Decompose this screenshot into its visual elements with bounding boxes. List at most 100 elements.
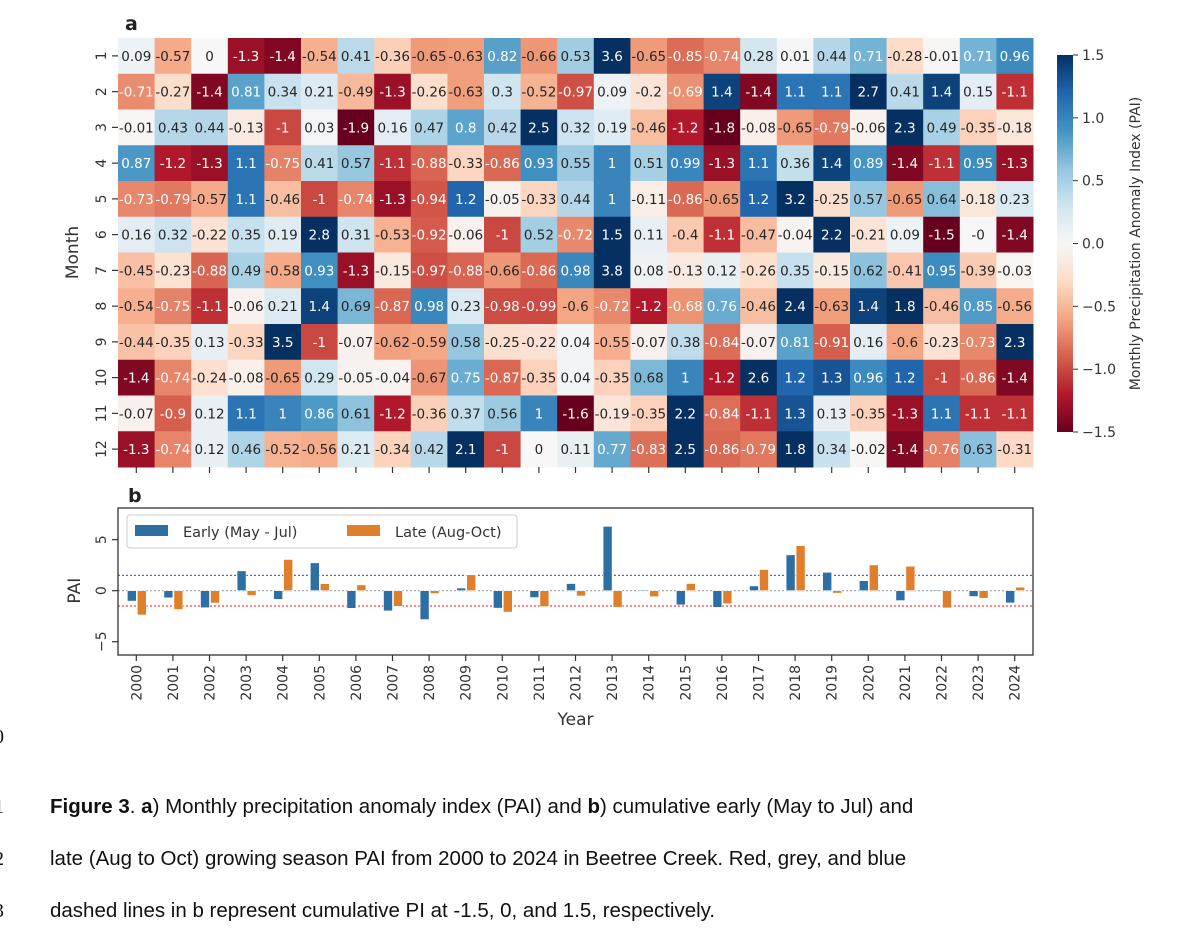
heatmap-cell	[374, 145, 412, 182]
heatmap-cell-label: 1.4	[858, 299, 879, 315]
heatmap-cell	[630, 145, 668, 182]
late-bar	[246, 590, 257, 596]
heatmap-cell	[630, 181, 668, 218]
early-bar	[1005, 590, 1016, 604]
heatmap-cell-label: -0.26	[741, 263, 776, 279]
heatmap-cell-label: -1.2	[636, 299, 662, 315]
early-bar	[968, 590, 979, 597]
heatmap-cell	[703, 38, 741, 75]
heatmap-cell-label: 0.77	[597, 442, 627, 458]
heatmap-cell-label: -1.1	[965, 406, 991, 422]
heatmap-cell	[557, 109, 595, 146]
heatmap-cell	[520, 395, 558, 432]
heatmap-cell	[959, 145, 997, 182]
heatmap-cell-label: 0.16	[377, 120, 407, 136]
heatmap-cell	[850, 181, 888, 218]
heatmap-cell	[484, 73, 522, 110]
heatmap-cell-label: 0.21	[268, 299, 298, 315]
heatmap-cell-label: -0.71	[119, 85, 154, 101]
heatmap-cell	[740, 395, 778, 432]
heatmap-cell-label: 0.03	[304, 120, 334, 136]
heatmap-cell	[520, 145, 558, 182]
heatmap-cell	[520, 38, 558, 75]
heatmap-cell	[850, 109, 888, 146]
colorbar-tick-label: −1.5	[1082, 425, 1116, 441]
heatmap-cell-label: 0.44	[817, 49, 847, 65]
heatmap-cell	[996, 324, 1034, 361]
heatmap-cell	[484, 181, 522, 218]
heatmap-cell-label: -0.54	[119, 299, 154, 315]
heatmap-cell-label: 2.5	[675, 442, 696, 458]
heatmap-cell	[959, 395, 997, 432]
heatmap-cell-label: -0.79	[741, 442, 776, 458]
heatmap-cell	[447, 288, 485, 325]
heatmap-cell-label: 0.08	[634, 263, 664, 279]
heatmap-cell-label: 0.23	[451, 299, 481, 315]
heatmap-cell	[959, 252, 997, 289]
early-bar	[749, 585, 759, 591]
heatmap-cell	[484, 324, 522, 361]
heatmap-cell	[301, 431, 339, 468]
heatmap-cell	[740, 288, 778, 325]
heatmap-cell-label: -0.06	[448, 228, 483, 244]
late-bar	[832, 590, 843, 594]
year-tick-label: 2015	[678, 665, 694, 701]
heatmap-cell-label: -0.58	[265, 263, 300, 279]
heatmap-cell	[374, 73, 412, 110]
late-bar	[576, 590, 586, 597]
heatmap-cell	[813, 181, 851, 218]
heatmap-cell	[337, 181, 375, 218]
heatmap-cell	[264, 395, 302, 432]
heatmap-cell	[410, 216, 448, 253]
late-bar	[502, 590, 513, 613]
heatmap-cell-label: -1.1	[928, 156, 954, 172]
heatmap-cell	[191, 288, 229, 325]
heatmap-cell	[886, 252, 924, 289]
heatmap-cell	[520, 288, 558, 325]
heatmap-cell	[959, 38, 997, 75]
heatmap-cell	[703, 109, 741, 146]
year-tick-label: 2005	[312, 665, 328, 701]
heatmap-cell	[520, 359, 558, 396]
heatmap-cell	[923, 109, 961, 146]
heatmap-cell-label: -0.39	[961, 263, 996, 279]
heatmap-cell	[703, 145, 741, 182]
caption-text: ) cumulative early (May to Jul) and	[599, 795, 914, 818]
heatmap-cell	[667, 181, 705, 218]
heatmap-cell-label: -1	[313, 192, 326, 208]
heatmap-cell-label: 1	[278, 406, 287, 422]
heatmap-cell	[740, 181, 778, 218]
year-tick-label: 2022	[935, 665, 951, 701]
heatmap-cell-label: -0.45	[119, 263, 154, 279]
heatmap-cell	[557, 252, 595, 289]
heatmap-cell	[118, 109, 156, 146]
heatmap-cell-label: -0.33	[229, 335, 264, 351]
heatmap-cell	[154, 73, 192, 110]
heatmap-cell-label: 0.87	[121, 156, 151, 172]
heatmap-cell-label: 2.3	[894, 120, 915, 136]
heatmap-cell	[484, 38, 522, 75]
heatmap-cell-label: -0.23	[155, 263, 190, 279]
early-bar	[785, 554, 796, 591]
panel-label-a: a	[125, 13, 138, 35]
heatmap-cell-label: -1.3	[343, 263, 369, 279]
early-bar	[273, 590, 284, 600]
heatmap-cell-label: -0.76	[924, 442, 959, 458]
heatmap-cell-label: -0.23	[924, 335, 959, 351]
heatmap-cell-label: -0.35	[521, 371, 556, 387]
heatmap-cell	[776, 252, 814, 289]
heatmap-cell	[740, 38, 778, 75]
heatmap-cell-label: -0.36	[375, 49, 410, 65]
heatmap-cell-label: 0.42	[487, 120, 517, 136]
heatmap-cell	[191, 145, 229, 182]
heatmap-cell	[264, 109, 302, 146]
heatmap-cell-label: -1.3	[1002, 156, 1028, 172]
heatmap-cell	[410, 395, 448, 432]
early-bar	[712, 590, 723, 608]
panel-label-b: b	[128, 485, 142, 507]
heatmap-cell	[447, 181, 485, 218]
heatmap-cell	[557, 395, 595, 432]
heatmap-cell	[630, 324, 668, 361]
heatmap-cell-label: -1.4	[1002, 228, 1028, 244]
heatmap-cell-label: -0.25	[814, 192, 849, 208]
